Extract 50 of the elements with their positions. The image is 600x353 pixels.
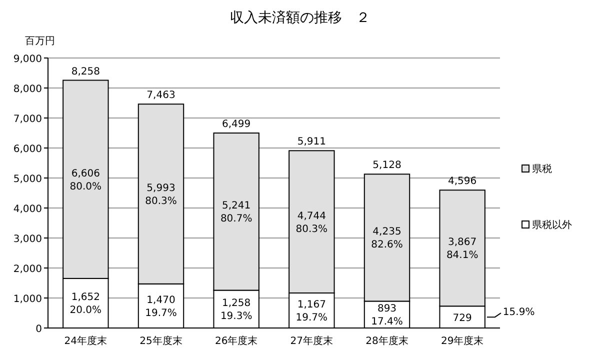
annotation: 80.0%	[70, 181, 102, 192]
data-label: 4,744	[297, 210, 326, 222]
text: 15.9%	[502, 307, 535, 318]
x-tick-label: 27年度末	[290, 335, 334, 347]
y-tick-label: 2,000	[13, 264, 42, 275]
total-label: 8,258	[71, 66, 100, 78]
y-tick-label: 7,000	[13, 114, 42, 125]
data-label: 1,167	[297, 299, 326, 310]
chart-title: 収入未済額の推移 ２	[230, 10, 370, 26]
annotation: 19.7%	[145, 308, 177, 319]
annotation: 19.3%	[220, 311, 252, 322]
data-label: 1,470	[146, 294, 176, 306]
y-tick-label: 5,000	[13, 174, 42, 185]
data-label: 5,241	[222, 200, 251, 212]
y-tick-label: 8,000	[13, 84, 42, 95]
annotation: 84.1%	[446, 250, 478, 262]
data-label: 6,606	[71, 168, 100, 180]
annotation: 82.6%	[371, 240, 403, 251]
data-label: 1,652	[71, 292, 100, 304]
y-tick-label: 9,000	[13, 54, 42, 65]
annotation: 80.3%	[145, 196, 177, 208]
y-tick-label: 3,000	[13, 234, 42, 245]
x-tick-label: 24年度末	[64, 335, 108, 347]
annotation: 19.7%	[296, 312, 328, 324]
data-label: 4,235	[372, 226, 402, 238]
total-label: 4,596	[448, 176, 477, 188]
data-label: 729	[452, 313, 472, 324]
y-tick-label: 6,000	[13, 144, 42, 155]
x-tick-label: 26年度末	[214, 335, 258, 347]
y-tick-label: 0	[36, 324, 42, 335]
annotation: 20.0%	[70, 305, 102, 316]
legend-label: 県税	[532, 163, 552, 175]
total-label: 7,463	[146, 90, 176, 102]
x-tick-label: 25年度末	[140, 335, 182, 347]
x-tick-label: 29年度末	[440, 335, 484, 347]
y-axis-title: 百万円	[25, 36, 55, 47]
total-label: 5,911	[297, 136, 326, 148]
total-label: 6,499	[222, 119, 251, 130]
data-label: 893	[377, 304, 397, 315]
annotation: 80.7%	[220, 214, 252, 225]
annotation: 17.4%	[371, 316, 403, 328]
data-label: 1,258	[222, 298, 251, 310]
y-tick-label: 1,000	[13, 294, 42, 305]
x-tick-label: 28年度末	[366, 335, 408, 347]
total-label: 5,128	[372, 160, 402, 172]
data-label: 3,867	[448, 237, 477, 248]
annotation: 80.3%	[296, 224, 328, 235]
data-label: 5,993	[146, 183, 176, 194]
legend-label: 県税以外	[532, 219, 572, 231]
y-tick-label: 4,000	[13, 204, 42, 215]
